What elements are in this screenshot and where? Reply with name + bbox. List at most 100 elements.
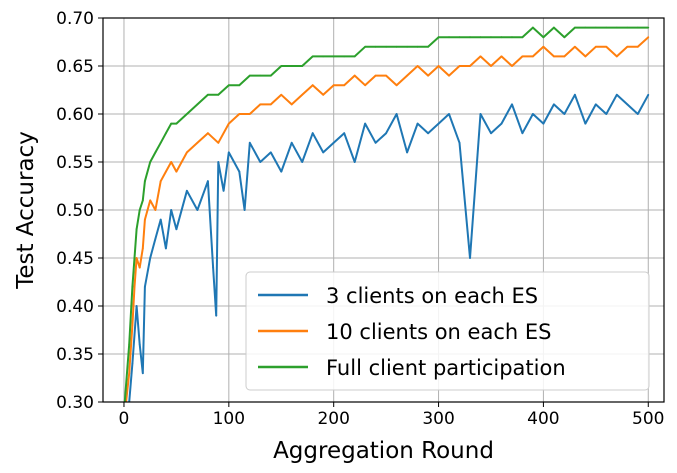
data-point — [311, 55, 314, 58]
data-point — [573, 93, 576, 96]
data-point — [311, 132, 314, 135]
data-point — [165, 132, 167, 135]
data-point — [332, 84, 335, 87]
data-point — [448, 113, 450, 115]
data-point — [364, 84, 367, 87]
data-point — [227, 151, 230, 154]
data-point — [159, 218, 162, 221]
data-point — [144, 285, 146, 288]
y-tick-label: 0.45 — [56, 249, 94, 269]
data-point — [437, 65, 440, 67]
data-point — [215, 314, 218, 317]
data-point — [584, 26, 587, 29]
data-point — [364, 45, 367, 48]
data-point — [584, 55, 587, 58]
data-point — [552, 103, 555, 106]
data-point — [521, 55, 524, 58]
data-point — [248, 74, 251, 77]
ticks-layer: 0 100 200 300 400 500 0.30 0.35 0.40 0.45 0.50 0.55… — [56, 9, 664, 429]
data-point — [563, 113, 566, 115]
legend: 3 clients on each ES 10 clients on each E… — [245, 271, 650, 391]
data-point — [594, 45, 597, 48]
data-point — [243, 209, 246, 211]
data-point — [322, 151, 325, 154]
series-2 — [125, 36, 650, 402]
data-point — [149, 199, 152, 202]
data-point — [626, 103, 629, 106]
data-point — [605, 113, 608, 115]
data-point — [269, 151, 272, 154]
data-point — [615, 93, 618, 96]
data-point — [458, 36, 461, 39]
data-point — [217, 141, 220, 144]
data-point — [416, 122, 419, 125]
data-point — [280, 93, 283, 96]
data-point — [227, 84, 230, 87]
data-point — [123, 449, 125, 451]
data-point — [437, 122, 440, 125]
data-point — [479, 36, 482, 39]
data-point — [395, 45, 398, 48]
data-point — [490, 132, 492, 135]
data-point — [626, 26, 629, 29]
data-point — [154, 237, 157, 240]
data-point — [185, 113, 188, 115]
data-point — [469, 36, 471, 39]
data-point — [131, 324, 134, 327]
data-point — [206, 132, 209, 135]
data-point — [149, 257, 152, 259]
y-tick-label: 0.70 — [56, 9, 94, 29]
data-point — [170, 209, 173, 211]
data-point — [259, 74, 262, 77]
data-point — [301, 93, 304, 96]
data-point — [542, 122, 545, 125]
data-point — [206, 93, 209, 96]
data-point — [511, 65, 513, 67]
data-point — [552, 26, 555, 29]
data-point — [636, 113, 639, 115]
data-point — [332, 55, 335, 58]
data-point — [141, 247, 144, 250]
data-point — [374, 74, 377, 77]
y-tick-label: 0.35 — [56, 345, 94, 365]
data-point — [573, 26, 576, 29]
data-point — [406, 45, 408, 48]
data-point — [343, 55, 346, 58]
data-point — [311, 84, 314, 87]
data-point — [269, 74, 272, 77]
data-point — [500, 55, 503, 58]
data-point — [280, 170, 283, 173]
data-point — [552, 55, 555, 58]
data-point — [479, 55, 482, 58]
data-point — [647, 93, 650, 96]
data-point — [437, 36, 440, 39]
x-tick-label: 500 — [632, 409, 664, 429]
data-point — [353, 55, 356, 58]
data-point — [647, 26, 650, 29]
legend-label: 10 clients on each ES — [326, 320, 551, 344]
legend-label: 3 clients on each ES — [326, 284, 538, 308]
x-axis-label: Aggregation Round — [273, 438, 494, 464]
data-point — [135, 305, 138, 307]
data-point — [128, 343, 131, 346]
y-tick-label: 0.60 — [56, 105, 94, 125]
data-point — [594, 103, 597, 106]
data-point — [615, 26, 618, 29]
data-point — [605, 26, 608, 29]
data-point — [144, 180, 146, 183]
data-point — [374, 141, 377, 144]
data-point — [395, 113, 398, 115]
data-point — [301, 161, 304, 163]
data-point — [217, 93, 220, 96]
data-point — [416, 45, 419, 48]
data-point — [469, 65, 471, 67]
data-point — [185, 151, 188, 154]
data-point — [542, 36, 545, 39]
data-point — [196, 209, 199, 211]
data-point — [290, 141, 293, 144]
data-point — [259, 103, 262, 106]
data-point — [227, 122, 230, 125]
data-point — [259, 161, 262, 163]
data-point — [416, 65, 419, 67]
data-point — [175, 170, 178, 173]
